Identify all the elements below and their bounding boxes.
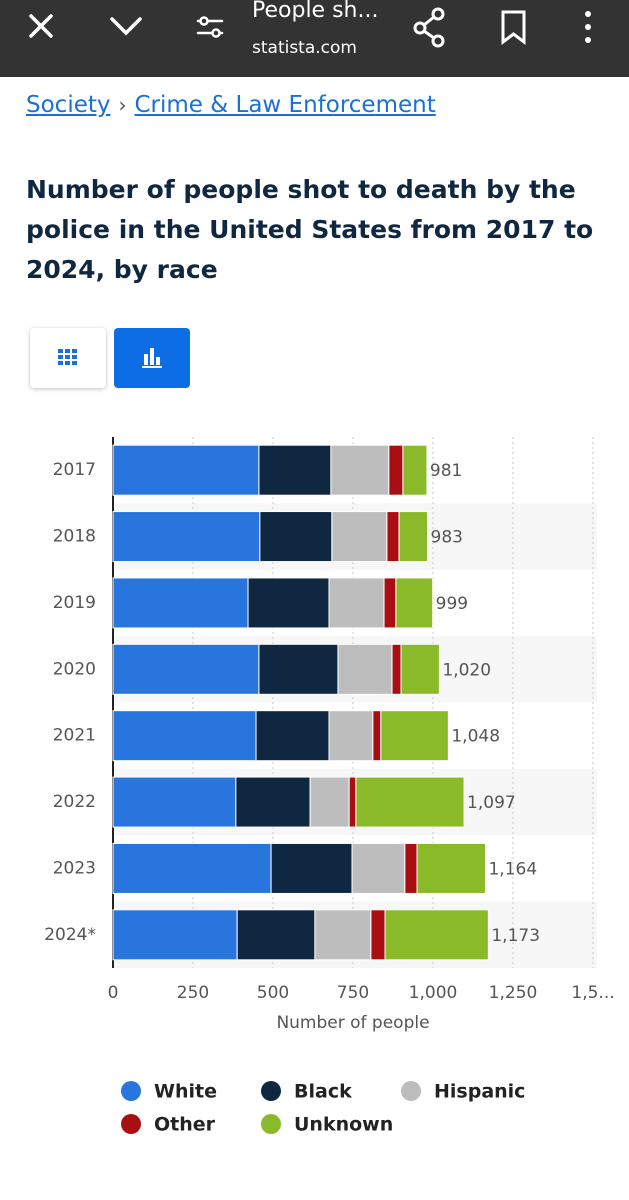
toolbar-icons: [29, 7, 591, 48]
chart-view-button[interactable]: [114, 328, 190, 388]
bar-segment: [247, 577, 330, 629]
bar-segment: [112, 511, 261, 563]
legend-label: White: [154, 1081, 217, 1103]
legend-label: Hispanic: [434, 1081, 525, 1103]
bar-segment: [112, 842, 272, 894]
total-label: 1,164: [488, 859, 537, 879]
bar-segment: [348, 776, 357, 828]
bar-segment: [351, 842, 406, 894]
bar-segment: [391, 643, 402, 695]
x-tick-label: 750: [337, 983, 369, 1003]
bar-segment: [416, 842, 486, 894]
tab-url: statista.com: [252, 38, 357, 58]
more-icon[interactable]: [585, 11, 591, 43]
breadcrumb-separator: ›: [118, 93, 127, 117]
breadcrumb-link[interactable]: Society: [26, 92, 111, 118]
total-label: 1,048: [451, 727, 500, 747]
x-tick-label: 1,000: [409, 983, 458, 1003]
bar-segment: [255, 710, 330, 762]
bar-segment: [395, 577, 434, 629]
bar-segment: [112, 710, 257, 762]
x-axis-label: Number of people: [276, 1013, 429, 1033]
bar-segment: [112, 909, 238, 961]
bar-segment: [309, 776, 350, 828]
bar-segment: [235, 776, 311, 828]
bar-segment: [328, 710, 374, 762]
total-label: 1,173: [491, 926, 540, 946]
bar-segment: [404, 842, 418, 894]
bar-segment: [330, 444, 390, 496]
breadcrumb: Society › Crime & Law Enforcement: [26, 92, 436, 118]
legend-label: Black: [294, 1081, 352, 1103]
legend-marker: [261, 1081, 281, 1101]
y-tick-label: 2017: [53, 460, 96, 480]
x-tick-label: 0: [108, 983, 119, 1003]
y-tick-label: 2021: [53, 726, 96, 746]
table-icon: [58, 349, 77, 365]
bar-segment: [402, 444, 428, 496]
bar-segment: [258, 444, 332, 496]
bar-segment: [112, 776, 237, 828]
bar-segment: [328, 577, 385, 629]
x-tick-label: 1,250: [489, 983, 538, 1003]
chart-icon: [142, 348, 162, 368]
bar-segment: [112, 577, 249, 629]
legend-marker: [121, 1081, 141, 1101]
bar-segment: [388, 444, 404, 496]
total-label: 999: [436, 594, 468, 614]
bar-segment: [112, 444, 260, 496]
y-tick-label: 2024*: [44, 925, 96, 945]
bar-segment: [383, 577, 397, 629]
total-label: 1,097: [467, 793, 516, 813]
bar-segment: [259, 511, 333, 563]
bar-segment: [355, 776, 465, 828]
tab-title: People sh...: [252, 0, 379, 23]
browser-bar: People sh... statista.com: [0, 0, 629, 77]
settings-icon[interactable]: [196, 16, 224, 38]
x-tick-label: 500: [257, 983, 289, 1003]
bar-segment: [331, 511, 388, 563]
bar-segment: [112, 643, 260, 695]
bar-segment: [337, 643, 393, 695]
x-tick-label: 250: [177, 983, 209, 1003]
chart-title: Number of people shot to death by the po…: [26, 175, 594, 284]
bar-segment: [380, 710, 449, 762]
y-tick-label: 2022: [53, 792, 96, 812]
table-view-button[interactable]: [30, 328, 106, 388]
legend-label: Unknown: [294, 1114, 393, 1136]
bar-segment: [384, 909, 489, 961]
bar-segment: [370, 909, 386, 961]
collapse-icon[interactable]: [110, 17, 142, 36]
legend-marker: [261, 1114, 281, 1134]
bar-segment: [398, 511, 429, 563]
bar-segment: [314, 909, 372, 961]
legend-marker: [121, 1114, 141, 1134]
bar-segment: [270, 842, 353, 894]
bar-segment: [372, 710, 382, 762]
y-tick-label: 2018: [53, 527, 96, 547]
bar-segment: [236, 909, 316, 961]
bar-segment: [386, 511, 400, 563]
bookmark-icon[interactable]: [501, 10, 526, 46]
legend-marker: [401, 1081, 421, 1101]
bar-segment: [400, 643, 440, 695]
breadcrumb-link[interactable]: Crime & Law Enforcement: [134, 92, 436, 118]
total-label: 981: [430, 461, 462, 481]
legend-label: Other: [154, 1114, 216, 1136]
bar-segment: [258, 643, 339, 695]
x-tick-label: 1,5...: [571, 983, 614, 1003]
y-tick-label: 2019: [53, 593, 96, 613]
y-tick-label: 2023: [53, 858, 96, 878]
share-icon[interactable]: [413, 7, 445, 48]
total-label: 983: [431, 528, 463, 548]
y-tick-label: 2020: [53, 659, 96, 679]
total-label: 1,020: [442, 660, 491, 680]
close-icon[interactable]: [29, 14, 53, 38]
